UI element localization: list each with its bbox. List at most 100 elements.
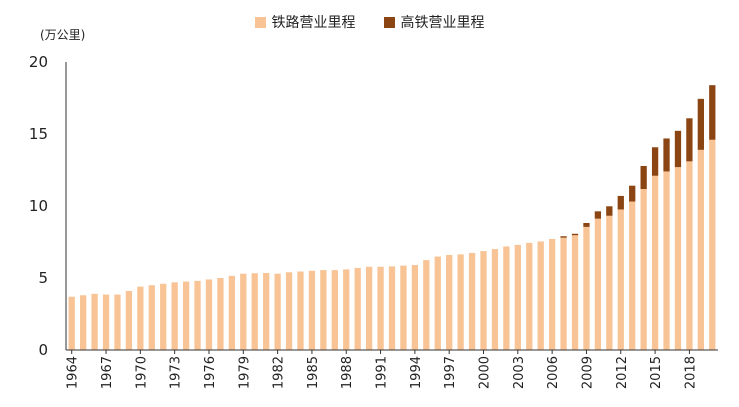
bar-rail-2013 [629,201,636,350]
bar-rail-2005 [537,241,544,350]
bar-rail-1993 [400,265,407,350]
x-tick-label-1991: 1991 [375,356,390,389]
x-tick-label-1985: 1985 [306,356,321,389]
bar-rail-1981 [263,272,270,350]
x-tick-label-1976: 1976 [203,356,218,389]
legend-label-hsr: 高铁营业里程 [400,15,485,31]
bar-hsr-2011 [606,206,613,216]
x-tick-label-2012: 2012 [615,356,630,389]
bar-rail-2007 [560,237,567,350]
legend-swatch-rail [254,16,266,28]
legend-swatch-hsr [383,16,395,28]
y-tick-label-5: 5 [38,269,48,287]
bar-rail-1975 [194,280,201,350]
bar-rail-1988 [343,269,350,350]
bar-rail-1983 [285,272,293,350]
bar-rail-1987 [331,270,338,350]
bar-hsr-2018 [686,118,693,162]
x-tick-label-1964: 1964 [66,356,81,389]
bar-rail-1977 [217,278,224,350]
bar-rail-1991 [377,266,384,350]
bar-rail-2011 [606,215,613,350]
x-tick-label-1973: 1973 [169,356,184,389]
y-tick-label-10: 10 [29,197,48,215]
bar-rail-2004 [526,242,533,350]
legend-item-hsr: 高铁营业里程 [383,12,485,32]
bar-hsr-2015 [651,147,659,176]
bar-rail-2015 [651,175,659,350]
bar-rail-1984 [297,271,304,350]
bar-rail-1996 [434,256,441,350]
bar-hsr-2017 [674,130,682,168]
bar-rail-2009 [583,226,590,350]
bar-rail-2003 [514,244,521,350]
bar-rail-2014 [640,189,647,350]
y-axis-unit-label: (万公里) [40,28,86,42]
y-tick-label-15: 15 [29,125,48,143]
bar-rail-1966 [91,293,98,350]
bar-rail-2010 [594,218,602,350]
x-tick-label-2006: 2006 [546,356,561,389]
bar-hsr-2014 [640,165,647,190]
bar-rail-2001 [491,249,499,350]
bar-rail-2002 [503,246,510,350]
bar-rail-1986 [320,270,327,350]
bar-rail-2018 [686,161,693,350]
bar-hsr-2012 [617,195,624,210]
bar-rail-1969 [125,290,133,350]
bar-rail-1974 [182,281,190,350]
x-tick-label-2000: 2000 [478,356,493,389]
bar-rail-1978 [228,275,235,350]
legend: 铁路营业里程 高铁营业里程 [0,12,739,32]
x-tick-label-1982: 1982 [272,356,287,389]
bar-rail-2016 [663,171,670,350]
bar-rail-1994 [411,265,419,350]
bar-rail-2000 [480,251,487,350]
x-tick-label-1994: 1994 [409,356,424,389]
y-tick-label-20: 20 [29,53,48,71]
bar-hsr-2013 [629,185,636,202]
bar-hsr-2010 [594,211,602,219]
bar-rail-1971 [148,285,155,350]
bar-rail-1972 [160,283,167,350]
bar-hsr-2009 [583,222,590,227]
legend-item-rail: 铁路营业里程 [254,12,356,32]
bar-rail-2020 [709,139,716,350]
y-tick-label-0: 0 [38,341,48,359]
bar-rail-2017 [674,167,682,350]
bar-rail-1967 [102,294,110,350]
legend-label-rail: 铁路营业里程 [271,15,356,31]
x-tick-label-1997: 1997 [443,356,458,389]
x-tick-label-2018: 2018 [683,356,698,389]
x-tick-label-2015: 2015 [649,356,664,389]
bar-rail-1979 [240,273,247,350]
x-tick-label-1967: 1967 [100,356,115,389]
bar-rail-1989 [354,267,361,350]
x-tick-label-1970: 1970 [134,356,149,389]
bar-rail-1995 [423,260,430,350]
x-tick-label-2009: 2009 [580,356,595,389]
bar-hsr-2019 [697,98,704,150]
bar-rail-1985 [308,270,316,350]
bar-rail-1968 [114,294,121,350]
x-tick-label-2003: 2003 [512,356,527,389]
bar-rail-1964 [68,296,75,350]
bar-rail-2019 [697,149,704,350]
bar-rail-2006 [548,238,556,350]
bar-rail-1997 [446,254,453,350]
bar-hsr-2008 [571,233,579,236]
bar-rail-1973 [171,282,178,350]
bar-rail-2012 [617,209,624,350]
bar-rail-1980 [251,273,258,350]
bar-hsr-2020 [709,85,716,140]
bar-rail-1999 [468,252,476,350]
bar-rail-1970 [137,286,144,350]
bar-hsr-2016 [663,138,670,172]
bar-rail-1990 [365,266,373,350]
bar-rail-1982 [274,273,281,350]
bar-hsr-2007 [560,236,567,238]
x-tick-label-1979: 1979 [237,356,252,389]
bar-rail-1965 [80,295,87,350]
